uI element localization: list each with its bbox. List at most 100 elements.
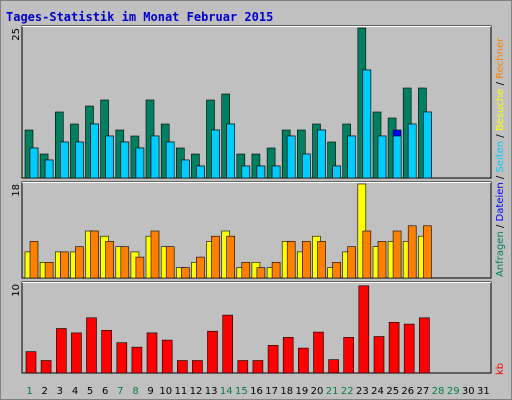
side-legend-part: / [495,221,506,231]
x-tick-label-day-4: 4 [72,386,78,397]
bar-kb-day-6 [101,329,112,374]
bar-rechner-day-21 [332,261,341,279]
bar-rechner-day-15 [241,261,251,279]
x-tick-label-day-16: 16 [250,386,263,397]
bar-rechner-day-27 [423,225,432,279]
bar-rechner-day-23 [362,230,372,279]
bar-seiten-day-26 [407,123,417,179]
panel-kb: 10 [11,281,492,374]
x-tick-label-day-17: 17 [265,386,278,397]
bar-kb-day-3 [55,328,67,374]
bar-kb-day-26 [403,323,415,374]
x-tick-label-day-24: 24 [371,386,384,397]
x-tick-label-day-2: 2 [42,386,48,397]
x-tick-label-day-29: 29 [447,386,460,397]
bar-rechner-day-14 [226,235,235,279]
x-tick-label-day-5: 5 [87,386,93,397]
bar-seiten-day-15 [241,165,251,179]
x-tick-label-day-11: 11 [175,386,188,397]
bar-seiten-day-7 [120,141,130,179]
bar-rechner-day-9 [150,230,160,279]
bar-kb-day-9 [146,332,158,374]
bar-kb-day-15 [237,360,249,374]
bar-kb-day-27 [419,317,430,374]
bar-kb-day-21 [328,359,339,374]
y-max-label: 10 [11,284,22,297]
bar-kb-day-22 [343,337,355,374]
side-legend-part: / [495,79,506,89]
x-tick-label-day-23: 23 [356,386,369,397]
bar-seiten-day-21 [332,165,341,179]
side-legend-part: / [495,131,506,141]
panel-hits: 25 [11,25,492,179]
bar-anfragen-day-17 [266,147,276,179]
bar-kb-day-23 [358,285,370,374]
x-tick-label-day-14: 14 [220,386,233,397]
side-legend-part: Rechner [495,37,506,79]
bar-seiten-day-17 [271,165,281,179]
bar-seiten-day-23 [362,69,372,179]
bar-kb-day-7 [116,342,128,374]
bar-kb-day-12 [192,360,203,374]
bar-rechner-day-13 [211,235,220,279]
x-tick-label-day-9: 9 [147,386,153,397]
x-tick-label-day-27: 27 [417,386,430,397]
x-tick-label-day-26: 26 [401,386,414,397]
bar-rechner-day-3 [59,251,69,279]
bar-rechner-day-7 [120,246,130,279]
x-tick-label-day-21: 21 [326,386,339,397]
x-tick-label-day-15: 15 [235,386,248,397]
bar-rechner-day-10 [165,246,175,279]
bar-kb-day-19 [297,347,309,374]
bar-seiten-day-19 [301,153,311,179]
side-legend-part: Anfragen [495,231,506,277]
x-tick-label-day-31: 31 [477,386,490,397]
x-tick-label-day-20: 20 [311,386,324,397]
side-legend-part: / [495,173,506,183]
side-legend-hits-visits: Anfragen / Dateien / Seiten / Besuche / … [495,37,506,277]
bar-anfragen-day-21 [327,141,336,179]
bar-kb-day-1 [25,351,37,374]
bar-seiten-day-25 [392,135,402,179]
bar-seiten-day-8 [135,147,145,179]
bar-rechner-day-22 [347,246,357,279]
bar-rechner-day-4 [75,246,84,279]
bar-rechner-day-24 [377,241,387,279]
bar-rechner-day-19 [301,241,311,279]
bar-seiten-day-13 [211,129,220,179]
side-legend-kb: kb [495,363,506,375]
x-tick-label-day-30: 30 [462,386,475,397]
bar-kb-day-16 [252,360,264,374]
x-tick-label-day-3: 3 [57,386,63,397]
bar-seiten-day-6 [105,135,114,179]
bar-seiten-day-22 [347,135,357,179]
bar-kb-day-17 [267,345,279,374]
bar-kb-day-18 [282,337,294,374]
bar-rechner-day-17 [271,261,281,279]
bar-seiten-day-16 [256,165,266,179]
bar-seiten-day-1 [29,147,39,179]
x-tick-label-day-22: 22 [341,386,354,397]
bar-seiten-day-20 [317,129,326,179]
bar-seiten-day-27 [423,111,432,179]
bar-seiten-day-12 [196,165,205,179]
y-max-label: 25 [11,28,22,41]
bar-seiten-day-11 [181,159,190,179]
side-legend-part: Dateien [495,182,506,221]
bar-kb-day-11 [177,360,188,374]
x-tick-label-day-12: 12 [190,386,203,397]
bar-kb-day-25 [388,321,400,374]
bar-kb-day-2 [40,360,52,374]
x-tick-label-day-19: 19 [296,386,309,397]
bar-seiten-day-3 [59,141,69,179]
x-tick-label-day-13: 13 [205,386,218,397]
x-tick-label-day-28: 28 [432,386,445,397]
x-tick-label-day-6: 6 [102,386,108,397]
x-tick-label-day-1: 1 [26,386,32,397]
bar-kb-day-24 [373,336,385,374]
x-tick-label-day-10: 10 [159,386,172,397]
bar-seiten-day-10 [165,141,175,179]
bar-kb-day-5 [86,317,97,374]
x-tick-label-day-8: 8 [132,386,138,397]
bar-rechner-day-25 [392,230,402,279]
